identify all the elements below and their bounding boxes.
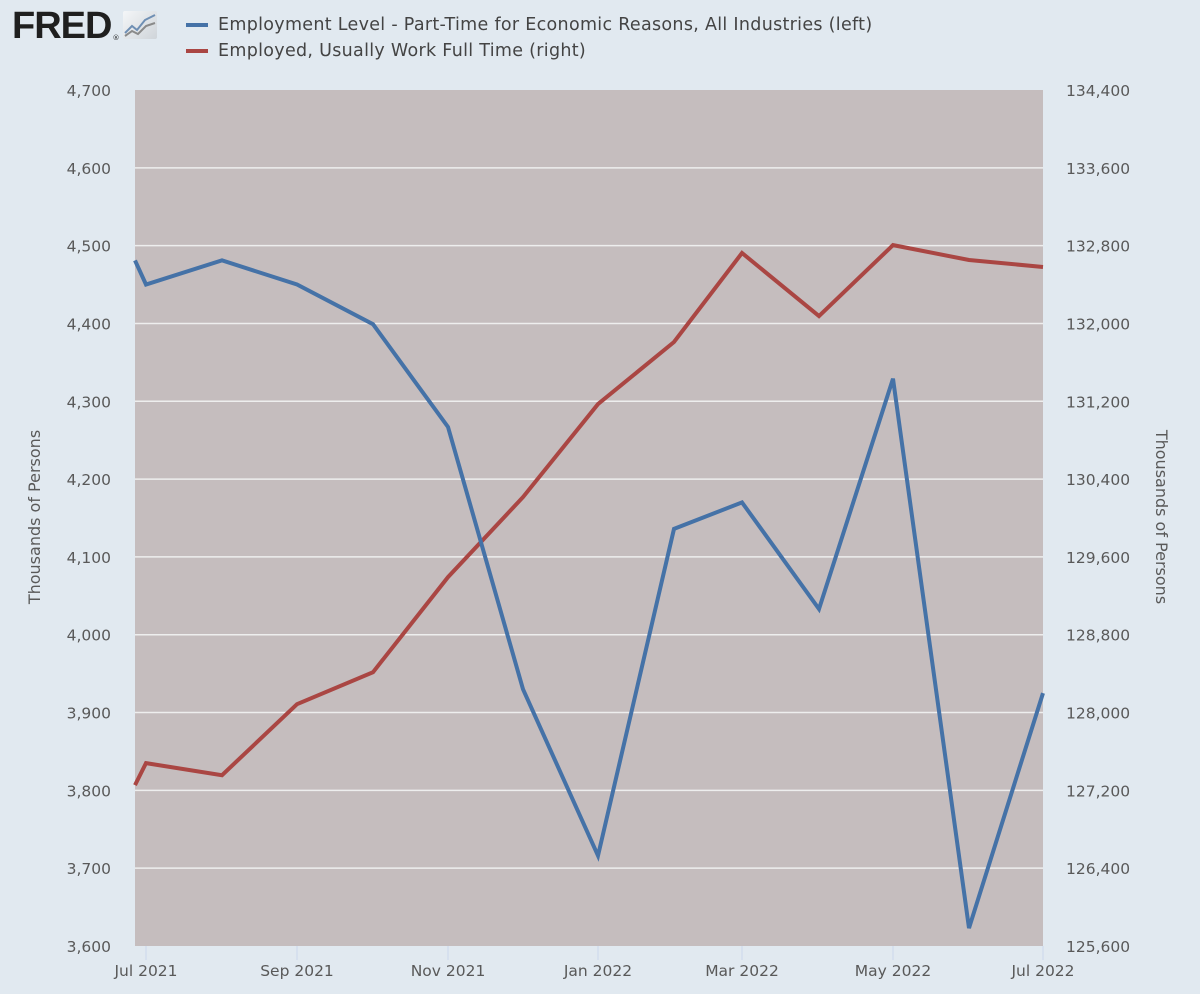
left-y-tick-label: 4,500 — [67, 238, 111, 256]
left-y-tick-label: 4,200 — [67, 471, 111, 489]
left-y-tick-label: 4,700 — [67, 82, 111, 100]
right-y-tick-label: 128,000 — [1066, 705, 1130, 723]
series-line-part-time[interactable] — [133, 258, 1045, 929]
x-tick-label: Nov 2021 — [411, 962, 486, 980]
left-y-tick-label: 4,600 — [67, 160, 111, 178]
legend-label: Employed, Usually Work Full Time (right) — [218, 41, 587, 61]
legend-swatch-red — [186, 49, 208, 53]
x-axis: Jul 2021 Sep 2021 Nov 2021 Jan 2022 Mar 2022… — [113, 946, 1075, 980]
chart-legend: Employment Level - Part-Time for Economi… — [186, 12, 872, 64]
left-y-axis: 4,700 4,600 4,500 4,400 4,300 4,200 4,100 4,000… — [67, 82, 111, 956]
right-y-tick-label: 130,400 — [1066, 471, 1130, 489]
left-y-tick-label: 4,100 — [67, 549, 111, 567]
legend-label: Employment Level - Part-Time for Economi… — [218, 15, 873, 35]
left-y-tick-label: 3,900 — [67, 705, 111, 723]
right-axis-title: Thousands of Persons — [1152, 429, 1171, 604]
x-tick-label: Sep 2021 — [260, 962, 334, 980]
left-y-tick-label: 3,700 — [67, 860, 111, 878]
left-y-tick-label: 3,800 — [67, 782, 111, 800]
right-y-tick-label: 128,800 — [1066, 627, 1130, 645]
right-y-tick-label: 134,400 — [1066, 82, 1130, 100]
left-y-tick-label: 4,000 — [67, 627, 111, 645]
left-y-tick-label: 4,400 — [67, 315, 111, 333]
right-y-tick-label: 131,200 — [1066, 393, 1130, 411]
left-y-tick-label: 4,300 — [67, 393, 111, 411]
legend-swatch-blue — [186, 23, 208, 27]
x-tick-label: Jul 2022 — [1010, 962, 1074, 980]
right-y-tick-label: 132,000 — [1066, 315, 1130, 333]
right-y-tick-label: 133,600 — [1066, 160, 1130, 178]
x-tick-label: Jan 2022 — [563, 962, 632, 980]
legend-item-right-series[interactable]: Employed, Usually Work Full Time (right) — [186, 38, 872, 64]
x-tick-label: Jul 2021 — [113, 962, 177, 980]
legend-item-left-series[interactable]: Employment Level - Part-Time for Economi… — [186, 12, 872, 38]
series-line-full-time[interactable] — [133, 242, 1044, 786]
x-tick-label: Mar 2022 — [705, 962, 779, 980]
left-axis-title: Thousands of Persons — [25, 430, 44, 605]
right-y-axis: 134,400 133,600 132,800 132,000 131,200 130,4… — [1066, 82, 1130, 956]
right-y-tick-label: 132,800 — [1066, 238, 1130, 256]
chart-line-icon — [123, 11, 158, 39]
registered-mark: ® — [112, 34, 120, 42]
gridlines — [135, 167, 1043, 869]
left-y-tick-label: 3,600 — [67, 938, 111, 956]
fred-logo[interactable]: FRED ® — [12, 5, 158, 47]
right-y-tick-label: 126,400 — [1066, 860, 1130, 878]
right-y-tick-label: 127,200 — [1066, 782, 1130, 800]
right-y-tick-label: 125,600 — [1066, 938, 1130, 956]
x-tick-label: May 2022 — [855, 962, 931, 980]
logo-text: FRED — [12, 5, 112, 47]
plot-area — [135, 90, 1043, 946]
right-y-tick-label: 129,600 — [1066, 549, 1130, 567]
